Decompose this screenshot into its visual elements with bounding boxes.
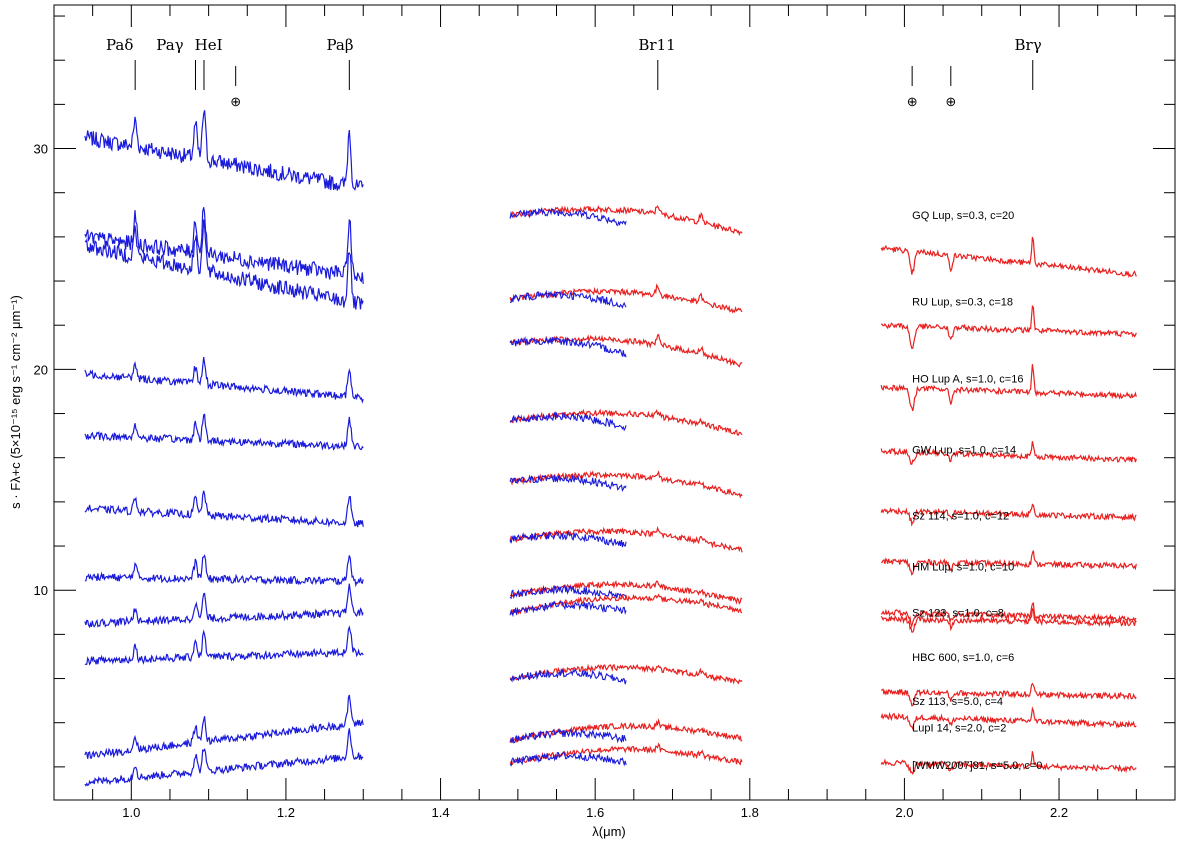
object-label: GW Lup, s=1.0, c=14 bbox=[912, 444, 1016, 456]
h-band-template bbox=[509, 742, 743, 766]
k-band-spectrum bbox=[880, 550, 1137, 576]
j-band-spectrum bbox=[84, 625, 364, 666]
k-band-spectrum bbox=[880, 364, 1137, 412]
k-band-spectrum bbox=[881, 682, 1137, 707]
k-band-spectrum bbox=[880, 503, 1137, 527]
k-band-spectrum bbox=[880, 236, 1137, 279]
x-tick-label: 2.0 bbox=[895, 805, 913, 820]
spectral-line-label: HeI bbox=[195, 36, 223, 54]
h-band-spectrum bbox=[509, 530, 627, 548]
object-label: Sz 114, s=1.0, c=12 bbox=[912, 511, 1009, 523]
x-tick-label: 1.6 bbox=[586, 805, 604, 820]
k-band-spectrum bbox=[880, 607, 1137, 633]
j-band-spectrum bbox=[84, 357, 364, 404]
j-band-spectrum bbox=[84, 583, 364, 629]
h-band-spectrum bbox=[509, 289, 627, 309]
j-band-spectrum bbox=[84, 490, 364, 528]
h-band-spectrum bbox=[509, 207, 627, 226]
j-band-spectrum bbox=[84, 728, 364, 787]
y-axis-title: s · Fλ+c (5×10⁻¹⁵ erg s⁻¹ cm⁻² μm⁻¹) bbox=[8, 295, 23, 509]
k-band-spectrum bbox=[880, 441, 1137, 465]
object-label: GQ Lup, s=0.3, c=20 bbox=[912, 210, 1014, 222]
line-annotations: Paδ Paγ HeI Paβ Br11 Brγ ⊕ ⊕ ⊕ bbox=[106, 36, 1042, 109]
h-band-spectrum bbox=[509, 473, 627, 493]
spectra-series bbox=[84, 110, 1137, 787]
object-label: Sz 123, s=1.0, c=8 bbox=[912, 608, 1004, 620]
spectral-line-label: Paδ bbox=[106, 36, 133, 54]
h-band-template bbox=[509, 408, 743, 436]
axis-ticks: 1.0 1.2 1.4 1.6 1.8 2.0 2.2 10 20 30 bbox=[34, 5, 1175, 820]
h-band-template bbox=[509, 333, 743, 368]
h-band-template bbox=[509, 718, 743, 743]
object-label: HO Lup A, s=1.0, c=16 bbox=[912, 374, 1023, 386]
h-band-template bbox=[509, 470, 743, 499]
k-band-spectrum bbox=[880, 602, 1137, 628]
object-label: LupI 14, s=2.0, c=2 bbox=[912, 723, 1006, 735]
y-tick-label: 10 bbox=[34, 583, 48, 598]
spectral-line-label: Paβ bbox=[327, 36, 354, 54]
j-band-spectrum bbox=[84, 694, 364, 759]
h-band-template bbox=[509, 525, 743, 553]
h-band-template bbox=[509, 283, 743, 314]
object-label: [WMW2007]81, s=5.0, c=0 bbox=[912, 760, 1042, 772]
telluric-symbol: ⊕ bbox=[907, 94, 918, 109]
h-band-spectrum bbox=[509, 728, 627, 744]
telluric-symbol: ⊕ bbox=[945, 94, 956, 109]
h-band-template bbox=[509, 205, 743, 237]
j-band-spectrum bbox=[84, 110, 364, 191]
object-label: Sz 113, s=5.0, c=4 bbox=[912, 696, 1003, 708]
k-band-spectrum bbox=[880, 304, 1137, 349]
k-band-spectrum bbox=[880, 751, 1137, 775]
object-label: RU Lup, s=0.3, c=18 bbox=[912, 296, 1013, 308]
plot-frame bbox=[53, 4, 1176, 801]
j-band-spectrum bbox=[84, 413, 364, 451]
spectral-line-label: Brγ bbox=[1015, 36, 1042, 54]
spectral-line-label: Paγ bbox=[156, 36, 183, 54]
h-band-spectrum bbox=[509, 600, 627, 618]
h-band-spectrum bbox=[509, 667, 627, 685]
j-band-spectrum bbox=[84, 207, 364, 284]
h-band-spectrum bbox=[509, 751, 627, 767]
x-tick-label: 1.8 bbox=[741, 805, 759, 820]
object-label: HBC 600, s=1.0, c=6 bbox=[912, 652, 1014, 664]
j-band-spectrum bbox=[84, 219, 364, 310]
x-tick-label: 1.0 bbox=[122, 805, 140, 820]
h-band-spectrum bbox=[509, 335, 627, 358]
k-band-spectrum bbox=[880, 706, 1137, 731]
x-tick-label: 1.2 bbox=[277, 805, 295, 820]
x-axis-title: λ(μm) bbox=[592, 824, 625, 839]
h-band-template bbox=[509, 579, 743, 605]
y-tick-label: 20 bbox=[34, 362, 48, 377]
h-band-spectrum bbox=[509, 584, 627, 600]
spectral-line-label: Br11 bbox=[638, 36, 675, 54]
object-label: HM Lup, s=1.0, c=10 bbox=[912, 561, 1014, 573]
object-labels: GQ Lup, s=0.3, c=20 RU Lup, s=0.3, c=18 HO… bbox=[912, 210, 1042, 772]
j-band-spectrum bbox=[84, 554, 364, 588]
telluric-symbol: ⊕ bbox=[230, 94, 241, 109]
y-tick-label: 30 bbox=[34, 142, 48, 157]
x-tick-label: 2.2 bbox=[1050, 805, 1068, 820]
x-tick-label: 1.4 bbox=[432, 805, 450, 820]
h-band-spectrum bbox=[509, 411, 627, 432]
